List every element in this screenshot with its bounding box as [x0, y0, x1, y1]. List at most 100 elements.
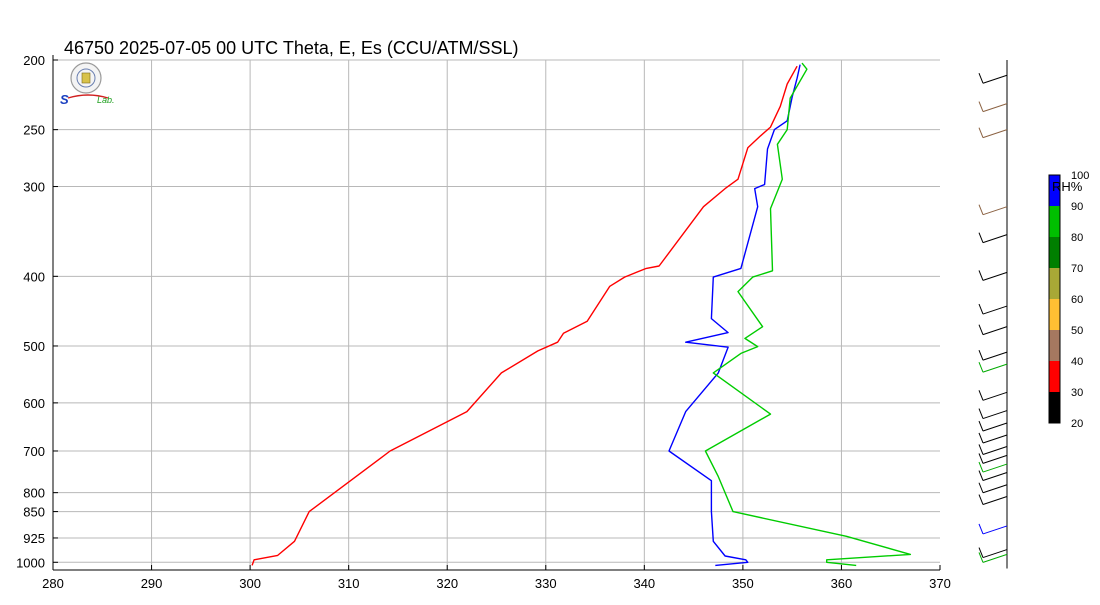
x-tick-label: 370: [929, 576, 951, 591]
wind-barb-shaft: [982, 525, 1008, 535]
colorbar-segment: [1049, 361, 1060, 392]
wind-barb-shaft: [982, 206, 1008, 216]
wind-barb-flag: [978, 552, 984, 563]
colorbar-segment: [1049, 392, 1060, 423]
wind-barb-flag: [978, 482, 984, 493]
logo-seal-core: [81, 72, 91, 84]
wind-barb-shaft: [982, 496, 1008, 506]
colorbar-segment: [1049, 206, 1060, 237]
wind-barb-flag: [978, 232, 984, 243]
colorbar-tick-label: 60: [1071, 294, 1083, 306]
wind-barb-shaft: [982, 446, 1008, 455]
logo-swoosh: [67, 94, 109, 99]
y-tick-label: 800: [23, 486, 45, 501]
wind-barb-shaft: [982, 271, 1008, 281]
saturated-line: [704, 62, 912, 567]
y-tick-label: 600: [23, 396, 45, 411]
wind-barb-flag: [978, 494, 984, 505]
y-tick-label: 400: [23, 269, 45, 284]
y-tick-label: 925: [23, 531, 45, 546]
y-tick-label: 850: [23, 505, 45, 520]
colorbar-segment: [1049, 299, 1060, 330]
colorbar-segment: [1049, 175, 1060, 206]
wind-barb-flag: [978, 444, 984, 455]
colorbar-frame: [1048, 174, 1061, 424]
wind-barb-flag: [978, 101, 984, 112]
wind-barb-shaft: [982, 234, 1008, 244]
wind-barb-shaft: [982, 549, 1008, 559]
y-tick-label: 500: [23, 339, 45, 354]
y-tick-label: 700: [23, 444, 45, 459]
wind-barb-flag: [978, 303, 984, 315]
y-tick-label: 1000: [16, 555, 45, 570]
colorbar-tick-label: 70: [1071, 263, 1083, 275]
theta-line: [251, 65, 798, 566]
wind-barb-flag: [978, 523, 984, 535]
wind-barb-flag: [978, 453, 984, 464]
wind-barb-flag: [978, 470, 984, 481]
logo-seal-inner: [76, 68, 96, 88]
x-tick-label: 360: [831, 576, 853, 591]
wind-barb-shaft: [982, 74, 1008, 84]
x-tick-label: 320: [436, 576, 458, 591]
colorbar-tick-label: 100: [1071, 170, 1089, 182]
equivalent-line: [668, 64, 801, 567]
colorbar-tick-label: 80: [1071, 232, 1083, 244]
x-tick-label: 330: [535, 576, 557, 591]
x-tick-label: 290: [141, 576, 163, 591]
grid-lines: [53, 59, 940, 570]
x-tick-label: 280: [42, 576, 64, 591]
wind-barb-shaft: [982, 454, 1008, 464]
y-tick-label: 250: [23, 123, 45, 138]
logo-s-letter: S: [60, 92, 69, 107]
wind-barb-flag: [978, 127, 984, 138]
wind-barb-flag: [978, 349, 984, 361]
x-tick-label: 340: [633, 576, 655, 591]
colorbar-tick-label: 20: [1071, 418, 1083, 430]
colorbar-segment: [1049, 237, 1060, 268]
wind-barb-shaft: [982, 103, 1008, 113]
wind-barb-flag: [978, 270, 984, 281]
y-tick-labels: 200 250 300 400 500 600 700 800 850 925 1000: [16, 53, 45, 570]
wind-barb-shaft: [982, 472, 1008, 481]
colorbar-segment: [1049, 330, 1060, 361]
wind-barb-flag: [978, 390, 984, 401]
wind-barb-shaft: [982, 305, 1008, 315]
chart-title: 46750 2025-07-05 00 UTC Theta, E, Es (CC…: [64, 38, 519, 58]
plot-axes: [52, 55, 941, 571]
colorbar-tick-label: 30: [1071, 387, 1083, 399]
wind-barb-flag: [978, 461, 984, 473]
wind-barb-shaft: [982, 553, 1008, 563]
wind-barb-shaft: [982, 326, 1008, 336]
x-tick-label: 310: [338, 576, 360, 591]
wind-barb-shaft: [982, 391, 1008, 401]
x-tick-label: 350: [732, 576, 754, 591]
y-tick-label: 300: [23, 180, 45, 195]
wind-barb-shaft: [982, 422, 1008, 432]
wind-barb-shaft: [982, 129, 1008, 139]
wind-barb-flag: [978, 420, 984, 432]
colorbar-tick-label: 90: [1071, 201, 1083, 213]
logo-lab-text: Lab.: [97, 95, 115, 105]
wind-barb-flag: [978, 408, 984, 419]
colorbar-segment: [1049, 268, 1060, 299]
wind-barb-flag: [978, 361, 984, 373]
y-tick-label: 200: [23, 53, 45, 68]
x-tick-labels: 280 290 300 310 320 330 340 350 360 370: [42, 576, 951, 591]
x-tick-label: 300: [239, 576, 261, 591]
wind-barb-shaft: [982, 363, 1008, 373]
colorbar-tick-label: 50: [1071, 325, 1083, 337]
colorbar-label: RH%: [1052, 179, 1083, 194]
wind-barb-flag: [978, 432, 984, 444]
wind-barb-shaft: [982, 410, 1008, 420]
wind-barb-shaft: [982, 484, 1008, 494]
lab-logo: S Lab.: [60, 62, 115, 107]
wind-barb-shaft: [982, 463, 1008, 473]
series-lines: [251, 62, 912, 567]
wind-barb-shaft: [982, 351, 1008, 361]
wind-barb-flag: [978, 547, 984, 558]
wind-barb-flag: [978, 324, 984, 335]
